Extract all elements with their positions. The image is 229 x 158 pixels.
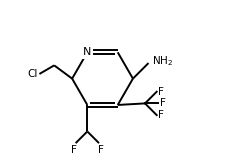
Text: F: F [71,145,77,155]
Text: F: F [159,98,165,108]
Text: NH$_2$: NH$_2$ [152,54,173,68]
Text: Cl: Cl [27,69,38,79]
Text: F: F [158,87,164,97]
Text: N: N [83,47,91,57]
Text: F: F [158,110,164,120]
Text: F: F [97,145,103,155]
